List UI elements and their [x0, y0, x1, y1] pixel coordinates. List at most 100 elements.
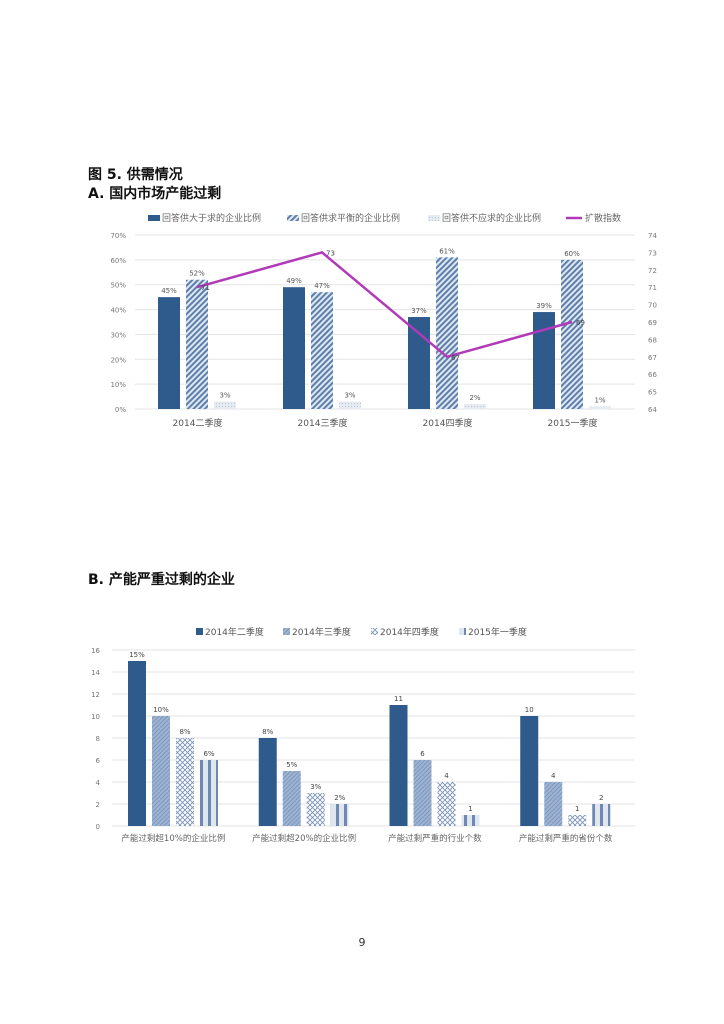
- svg-text:69: 69: [576, 319, 585, 327]
- svg-text:6: 6: [420, 750, 425, 758]
- svg-text:2014年三季度: 2014年三季度: [292, 626, 351, 638]
- svg-text:71: 71: [648, 284, 657, 292]
- svg-text:产能过剩超10%的企业比例: 产能过剩超10%的企业比例: [121, 833, 225, 844]
- bar: [339, 401, 361, 409]
- svg-text:2: 2: [96, 801, 100, 809]
- svg-text:0: 0: [96, 823, 100, 831]
- bar: [283, 287, 305, 409]
- svg-text:47%: 47%: [314, 282, 330, 290]
- svg-text:2: 2: [599, 794, 603, 802]
- svg-text:30%: 30%: [110, 331, 126, 339]
- svg-text:2014年四季度: 2014年四季度: [380, 626, 439, 638]
- bar: [520, 716, 539, 826]
- svg-text:4: 4: [96, 779, 101, 787]
- svg-text:73: 73: [648, 249, 657, 257]
- svg-text:16: 16: [91, 647, 100, 655]
- svg-text:60%: 60%: [564, 250, 580, 258]
- svg-text:37%: 37%: [411, 307, 427, 315]
- svg-text:20%: 20%: [110, 356, 126, 364]
- chart-b-title: B. 产能严重过剩的企业: [88, 572, 235, 588]
- svg-text:2%: 2%: [334, 794, 345, 802]
- svg-text:67: 67: [451, 354, 460, 362]
- chart-a-legend: 回答供大于求的企业比例 回答供求平衡的企业比例 回答供不应求的企业比例 扩散指数: [148, 212, 621, 224]
- svg-text:69: 69: [648, 319, 657, 327]
- svg-text:72: 72: [648, 267, 657, 275]
- svg-text:2014四季度: 2014四季度: [423, 417, 473, 429]
- page-number: 9: [358, 936, 366, 949]
- svg-text:49%: 49%: [286, 277, 302, 285]
- svg-text:15%: 15%: [129, 651, 145, 659]
- svg-text:70: 70: [648, 302, 657, 310]
- svg-text:40%: 40%: [110, 307, 126, 315]
- bar: [461, 815, 480, 826]
- svg-text:14: 14: [91, 669, 100, 677]
- svg-text:4: 4: [444, 772, 449, 780]
- svg-text:2014年二季度: 2014年二季度: [205, 626, 264, 638]
- bar: [533, 312, 555, 409]
- svg-text:6%: 6%: [203, 750, 214, 758]
- svg-text:产能过剩严重的省份个数: 产能过剩严重的省份个数: [519, 833, 613, 844]
- svg-text:8%: 8%: [262, 728, 273, 736]
- svg-text:71: 71: [201, 284, 210, 292]
- bar: [176, 738, 194, 826]
- svg-text:3%: 3%: [344, 392, 355, 400]
- svg-text:10%: 10%: [110, 381, 126, 389]
- svg-text:产能过剩严重的行业个数: 产能过剩严重的行业个数: [388, 833, 482, 844]
- svg-text:2015年一季度: 2015年一季度: [468, 626, 527, 638]
- bar: [413, 760, 432, 826]
- svg-text:45%: 45%: [161, 287, 177, 295]
- svg-text:50%: 50%: [110, 282, 126, 290]
- bar: [330, 804, 349, 826]
- figure-title: 图 5. 供需情况: [88, 167, 183, 183]
- bar: [464, 404, 486, 409]
- svg-text:3%: 3%: [310, 783, 321, 791]
- chart-a: 回答供大于求的企业比例 回答供求平衡的企业比例 回答供不应求的企业比例 扩散指数 0% 1…: [110, 212, 657, 429]
- svg-text:52%: 52%: [189, 270, 205, 278]
- svg-text:2%: 2%: [469, 394, 480, 402]
- chart-a-title: A. 国内市场产能过剩: [88, 186, 222, 202]
- bar: [306, 793, 325, 826]
- bar: [186, 279, 208, 409]
- svg-text:73: 73: [326, 249, 335, 257]
- bar: [158, 297, 180, 409]
- bar: [311, 292, 333, 409]
- svg-text:回答供不应求的企业比例: 回答供不应求的企业比例: [442, 212, 541, 224]
- svg-text:65: 65: [648, 389, 657, 397]
- svg-text:3%: 3%: [219, 392, 230, 400]
- bar: [561, 259, 583, 409]
- bar: [282, 771, 301, 826]
- svg-text:5%: 5%: [286, 761, 297, 769]
- bar: [258, 738, 277, 826]
- bar: [589, 406, 611, 409]
- svg-text:11: 11: [394, 695, 403, 703]
- bar: [152, 716, 170, 826]
- bar: [436, 257, 458, 409]
- chart-b: 2014年二季度 2014年三季度 2014年四季度 2015年一季度 0 2 4 6 8 10 1…: [91, 626, 635, 844]
- svg-text:扩散指数: 扩散指数: [585, 212, 621, 224]
- bar: [214, 401, 236, 409]
- svg-text:74: 74: [648, 232, 657, 240]
- svg-text:产能过剩超20%的企业比例: 产能过剩超20%的企业比例: [252, 833, 356, 844]
- svg-text:39%: 39%: [536, 302, 552, 310]
- svg-text:60%: 60%: [110, 257, 126, 265]
- svg-text:67: 67: [648, 354, 657, 362]
- svg-text:68: 68: [648, 336, 657, 344]
- svg-text:4: 4: [551, 772, 556, 780]
- svg-text:1: 1: [575, 805, 579, 813]
- svg-text:8: 8: [96, 735, 100, 743]
- svg-text:6: 6: [96, 757, 101, 765]
- svg-text:1: 1: [468, 805, 472, 813]
- bar: [437, 782, 456, 826]
- bar: [544, 782, 563, 826]
- svg-text:64: 64: [648, 406, 657, 414]
- svg-text:回答供求平衡的企业比例: 回答供求平衡的企业比例: [301, 212, 400, 224]
- bar: [592, 804, 611, 826]
- svg-text:1%: 1%: [594, 397, 605, 405]
- bar: [128, 661, 146, 826]
- svg-text:2014二季度: 2014二季度: [173, 417, 223, 429]
- bar: [200, 760, 218, 826]
- svg-text:10: 10: [91, 713, 100, 721]
- bar: [568, 815, 587, 826]
- svg-text:61%: 61%: [439, 247, 455, 255]
- svg-text:12: 12: [91, 691, 100, 699]
